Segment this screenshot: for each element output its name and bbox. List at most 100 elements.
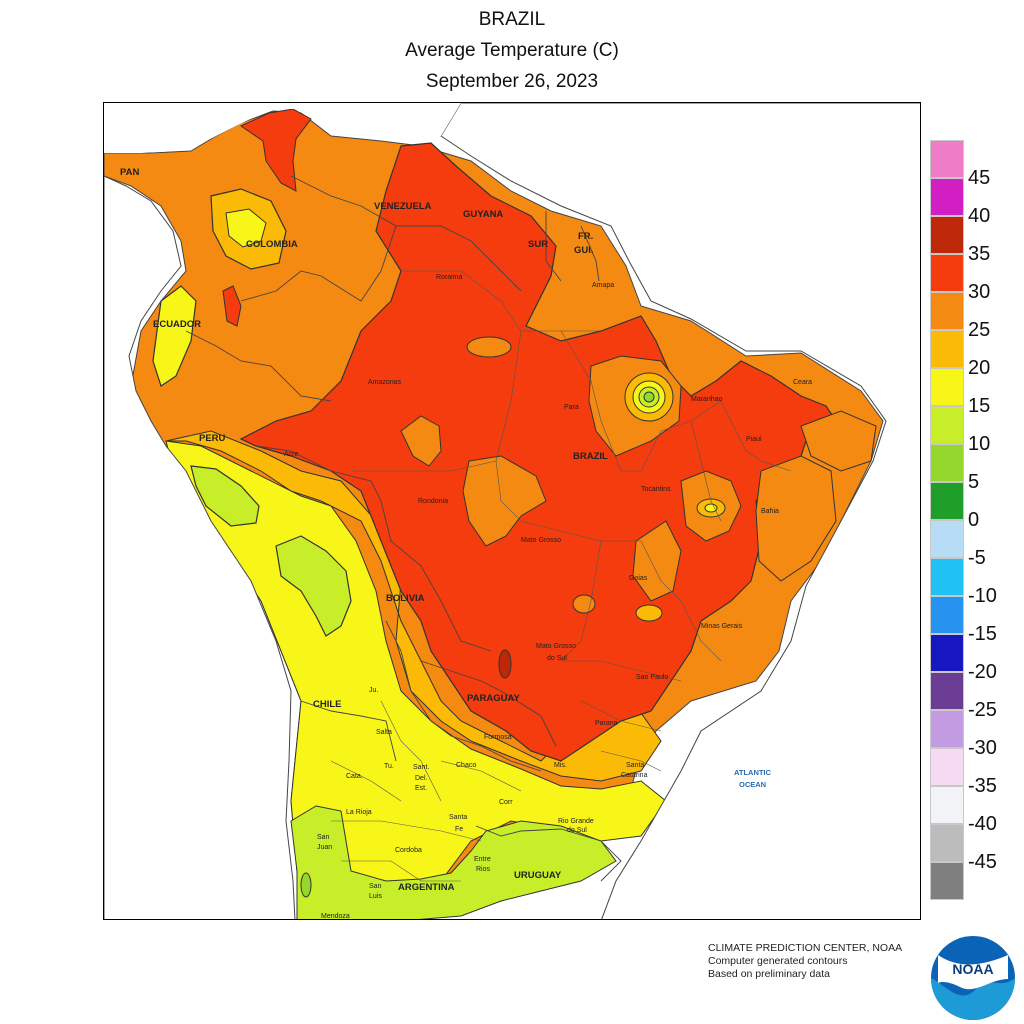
legend-swatch	[930, 330, 964, 368]
state-borders	[330, 270, 792, 882]
band-25-30-marajo-spot	[466, 336, 512, 358]
label-riogrande-1: Rio Grande	[558, 818, 594, 825]
band-15-20-colombia-core	[225, 208, 267, 248]
temperature-map: PAN VENEZUELA GUYANA SUR FR. GUI. COLOMB…	[103, 102, 921, 920]
legend-tick-label: 10	[968, 433, 991, 455]
label-sanluis-1: San	[369, 883, 382, 890]
ocean-atlantic	[440, 103, 920, 919]
label-venezuela: VENEZUELA	[374, 201, 432, 212]
label-ceara: Ceara	[793, 379, 812, 386]
credits: CLIMATE PREDICTION CENTER, NOAA Computer…	[708, 942, 902, 981]
legend-tick-label: -10	[968, 585, 997, 607]
label-ocean: OCEAN	[739, 780, 766, 789]
legend-swatch	[930, 786, 964, 824]
label-sanluis-2: Luis	[369, 893, 382, 900]
label-maranhao: Maranhao	[691, 396, 723, 403]
legend-swatch	[930, 292, 964, 330]
credit-method: Computer generated contours	[708, 955, 848, 967]
band-10-15-chile-spot	[300, 872, 312, 898]
chart-title: BRAZIL Average Temperature (C) September…	[103, 4, 921, 97]
title-variable: Average Temperature (C)	[405, 40, 619, 61]
legend-swatch	[930, 140, 964, 178]
band-30-35-interior	[239, 142, 837, 762]
band-25-30-ne-pocket	[800, 410, 877, 472]
label-roraima: Roraima	[436, 274, 463, 281]
band-10-15-peru	[190, 465, 260, 527]
noaa-logo-text: NOAA	[952, 961, 993, 977]
band-10-15-south	[290, 805, 617, 919]
legend-tick-label: -15	[968, 623, 997, 645]
label-santacatarina-1: Santa	[626, 762, 644, 769]
legend-tick-label: -35	[968, 775, 997, 797]
label-entrerios-2: Rios	[476, 866, 491, 873]
legend-swatch	[930, 710, 964, 748]
credit-agency: CLIMATE PREDICTION CENTER, NOAA	[708, 942, 903, 954]
band-30-35-caribbean	[239, 108, 312, 192]
band-25-30-goias-pocket	[632, 520, 682, 602]
label-santdelest-2: Del.	[415, 775, 428, 782]
band-25-30-amazon-pocket	[400, 415, 442, 467]
legend-swatch	[930, 824, 964, 862]
legend-swatch	[930, 520, 964, 558]
legend-swatch	[930, 406, 964, 444]
color-legend	[930, 140, 964, 900]
label-larioja: La Rioja	[346, 809, 372, 816]
label-piaui: Piaui	[746, 436, 762, 443]
band-15-20-tocantins-spot	[704, 503, 718, 513]
label-acre: Acre	[284, 451, 299, 458]
credit-data-note: Based on preliminary data	[708, 968, 830, 980]
label-tocantins: Tocantins	[641, 486, 671, 493]
legend-tick-label: 45	[968, 167, 991, 189]
label-mis: Mis.	[554, 762, 567, 769]
label-pan: PAN	[120, 167, 139, 178]
label-jujuy: Ju.	[369, 687, 378, 694]
label-amazonas: Amazonas	[368, 379, 402, 386]
label-mgdosul-1: Mato Grosso	[536, 643, 576, 650]
legend-swatch	[930, 596, 964, 634]
band-20-25-goias-spot	[635, 604, 663, 622]
legend-swatch	[930, 634, 964, 672]
legend-swatch	[930, 672, 964, 710]
label-brazil: BRAZIL	[573, 451, 608, 462]
label-sanjuan-1: San	[317, 834, 330, 841]
legend-tick-label: -25	[968, 699, 997, 721]
label-santacatarina-2: Catarina	[621, 772, 648, 779]
legend-tick-label: 25	[968, 319, 991, 341]
legend-swatch	[930, 178, 964, 216]
label-goias: Goias	[629, 575, 648, 582]
legend-swatch	[930, 368, 964, 406]
legend-swatch	[930, 482, 964, 520]
label-entrerios-1: Entre	[474, 856, 491, 863]
label-amapa: Amapa	[592, 282, 614, 289]
label-atlantic: ATLANTIC	[734, 768, 772, 777]
label-rondonia: Rondonia	[418, 498, 448, 505]
label-sur: SUR	[528, 239, 548, 250]
ocean-caribbean	[104, 103, 461, 153]
legend-swatch	[930, 216, 964, 254]
label-santdelest-3: Est.	[415, 785, 427, 792]
label-argentina: ARGENTINA	[398, 882, 455, 893]
legend-tick-label: 5	[968, 471, 980, 493]
legend-tick-label: -30	[968, 737, 997, 759]
band-25-30-rondonia-pocket	[462, 455, 547, 547]
band-10-15-ecuador	[152, 285, 197, 387]
label-parana: Parana	[595, 720, 618, 727]
label-mgdosul-2: do Sul	[547, 655, 567, 662]
map-svg: PAN VENEZUELA GUYANA SUR FR. GUI. COLOMB…	[104, 103, 920, 919]
label-tucuman: Tu.	[384, 763, 394, 770]
state-labels: Roraima Amapa Amazonas Para Maranhao Cea…	[284, 274, 812, 919]
label-riogrande-2: do Sul	[567, 827, 587, 834]
label-chile: CHILE	[313, 699, 342, 710]
label-sanjuan-2: Juan	[317, 844, 332, 851]
label-ecuador: ECUADOR	[153, 319, 201, 330]
legend-swatch	[930, 862, 964, 900]
label-santafe-2: Fe	[455, 826, 463, 833]
title-date: September 26, 2023	[425, 71, 599, 92]
legend-tick-label: 20	[968, 357, 991, 379]
label-peru: PERU	[199, 433, 226, 444]
legend-tick-label: -40	[968, 813, 997, 835]
label-minasgerais: Minas Gerais	[701, 623, 743, 630]
label-santdelest-1: Sant.	[413, 764, 429, 771]
label-saopaulo: Sao Paulo	[636, 674, 668, 681]
label-salta: Salta	[376, 729, 392, 736]
